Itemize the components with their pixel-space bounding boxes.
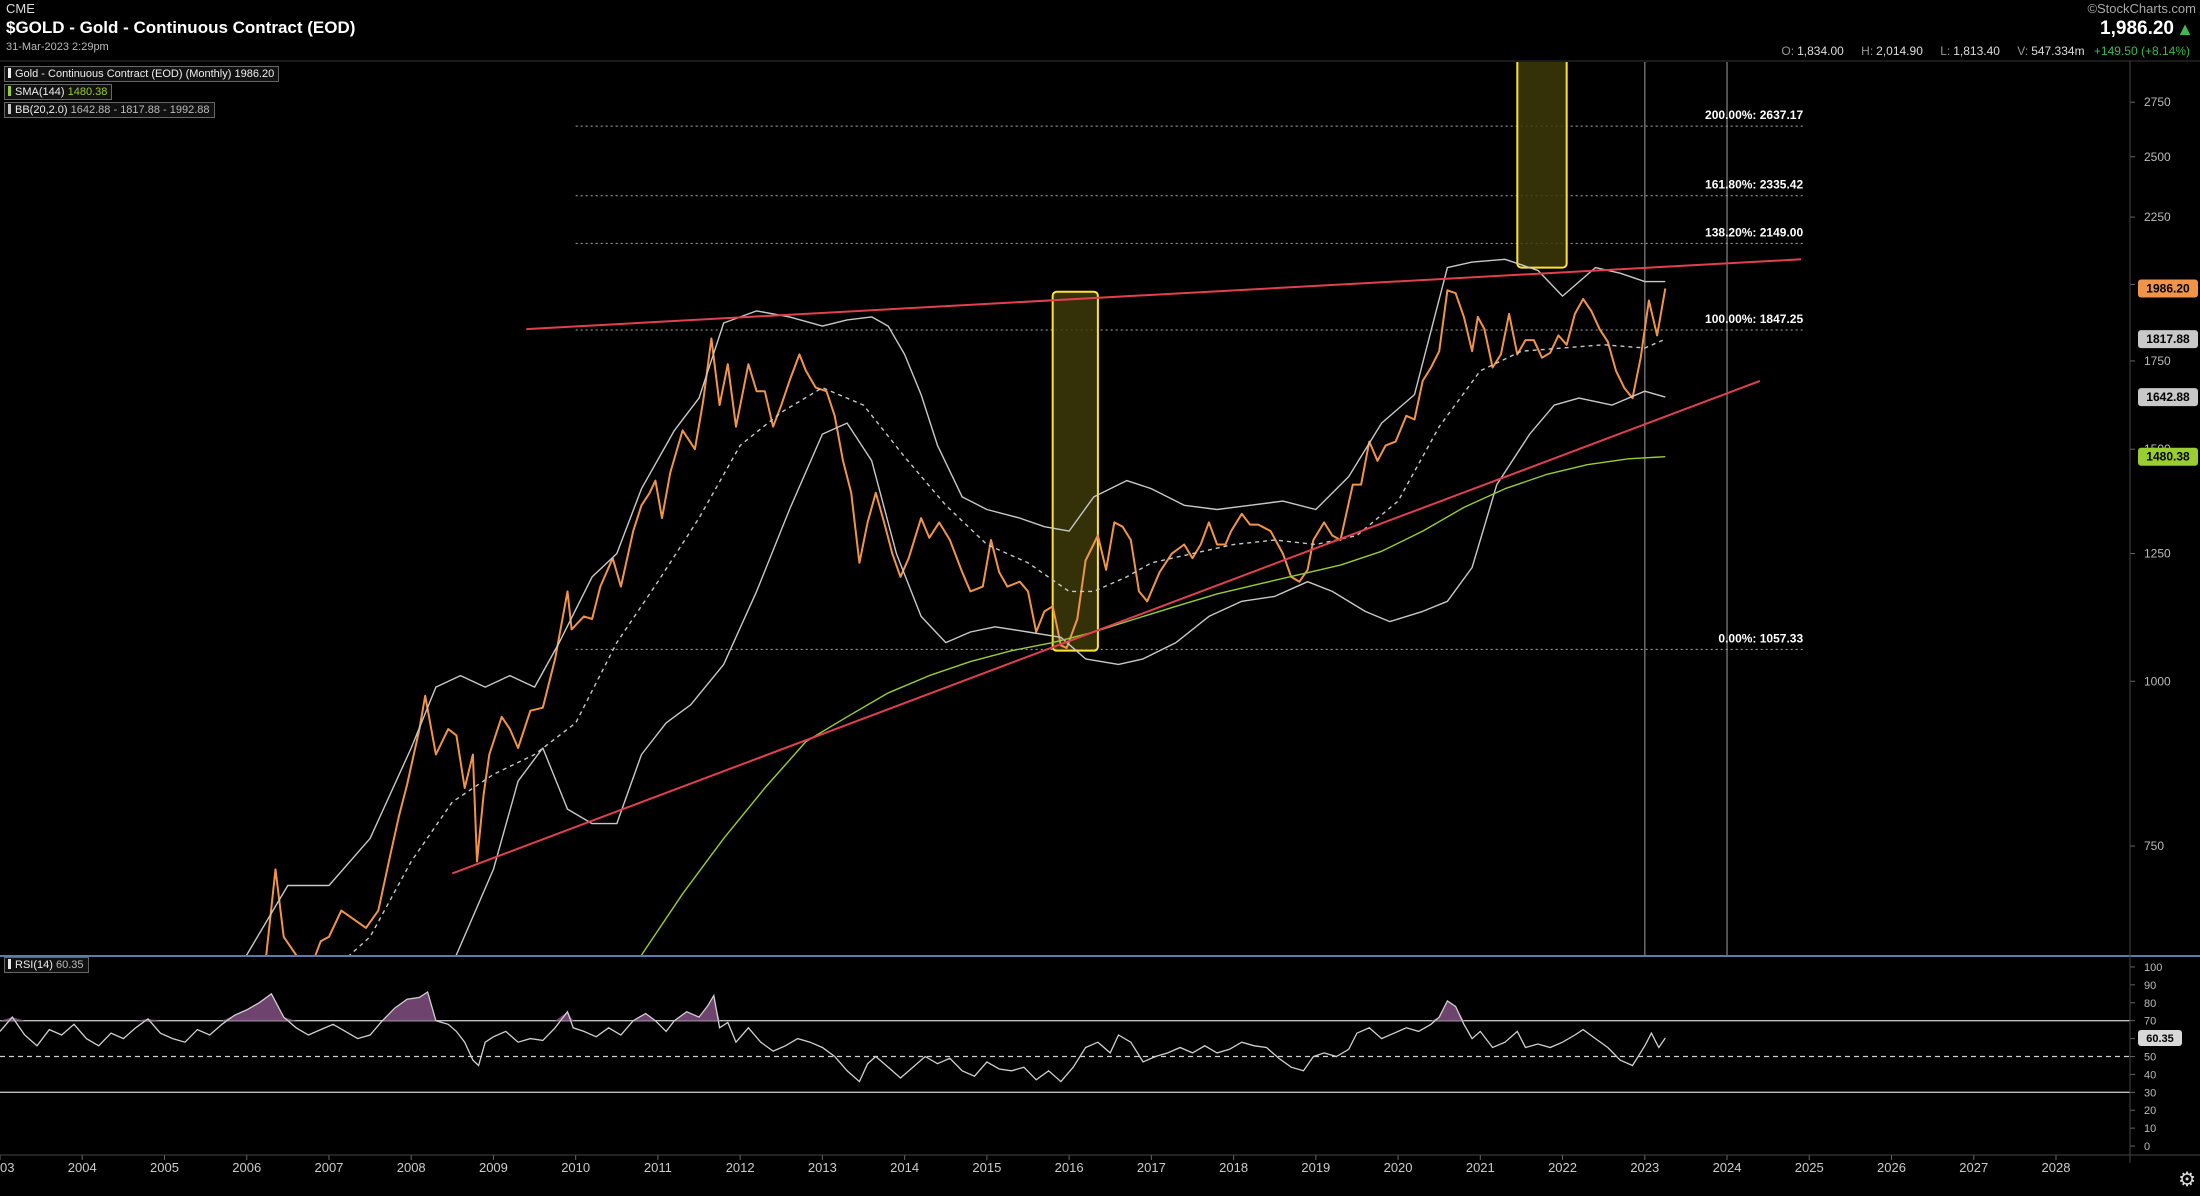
price-label-text-2: 1642.88 (2146, 390, 2190, 404)
stockcharts-watermark[interactable]: ©StockCharts.com (2087, 1, 2196, 16)
year-tick-label-2016: 2016 (1055, 1160, 1084, 1175)
year-tick-label-2011: 2011 (644, 1160, 672, 1175)
legend-sma[interactable]: SMA(144) 1480.38 (4, 84, 113, 100)
fib-label-4: 0.00%: 1057.33 (1718, 631, 1803, 645)
year-tick-label-2012: 2012 (726, 1160, 755, 1175)
legend-rsi[interactable]: RSI(14) 60.35 (4, 957, 89, 973)
year-tick-label-2024: 2024 (1713, 1160, 1742, 1175)
year-tick-label-2023: 2023 (1630, 1160, 1659, 1175)
price-tick-label-8: 2750 (2144, 95, 2171, 109)
price-label-box-2 (2138, 388, 2198, 407)
open-value: 1,834.00 (1797, 44, 1844, 58)
year-tick-label-2009: 2009 (479, 1160, 508, 1175)
rsi-tick-label-9: 90 (2144, 980, 2156, 992)
year-tick-label-2015: 2015 (972, 1160, 1001, 1175)
high-value: 2,014.90 (1876, 44, 1923, 58)
year-tick-label-2028: 2028 (2042, 1160, 2071, 1175)
price-label-text-0: 1986.20 (2146, 281, 2190, 295)
series-bb-20-2-0-upper (245, 258, 1666, 955)
year-tick-label-2004: 2004 (68, 1160, 97, 1175)
fib-label-1: 161.80%: 2335.42 (1705, 178, 1803, 192)
change-value: +149.50 (+8.14%) (2093, 44, 2190, 58)
price-tick-label-2: 1250 (2144, 547, 2171, 561)
price-tick-label-1: 1000 (2144, 674, 2171, 688)
year-tick-label-2008: 2008 (397, 1160, 426, 1175)
price-label-box-3 (2138, 447, 2198, 466)
price-tick-label-7: 2500 (2144, 150, 2171, 164)
rsi-tick-label-1: 10 (2144, 1123, 2156, 1135)
rsi-tick-label-4: 40 (2144, 1069, 2156, 1081)
highlight-box-0 (1051, 290, 1099, 652)
up-arrow-icon: ▲ (2176, 19, 2194, 39)
rsi-panel[interactable] (0, 990, 2130, 1093)
year-tick-label-2027: 2027 (1959, 1160, 1988, 1175)
ohlc-readout: O: 1,834.00 H: 2,014.90 L: 1,813.40 V: 547.3… (1781, 44, 2190, 58)
fib-label-0: 200.00%: 2637.17 (1705, 108, 1803, 122)
rsi-line (0, 990, 1666, 1083)
chart-title: $GOLD - Gold - Continuous Contract (EOD) (6, 18, 356, 37)
low-value: 1,813.40 (1953, 44, 2000, 58)
year-tick-label-2018: 2018 (1219, 1160, 1248, 1175)
year-tick-label-2019: 2019 (1301, 1160, 1330, 1175)
rsi-tick-label-2: 20 (2144, 1105, 2156, 1117)
fib-label-3: 100.00%: 1847.25 (1705, 312, 1803, 326)
price-tick-label-6: 2250 (2144, 210, 2171, 224)
year-tick-label-2006: 2006 (232, 1160, 261, 1175)
date-x-axis: 2003 2004 2005 2006 2007 2008 2009 2010 2011 2012… (0, 1155, 2070, 1175)
trendline-support (451, 379, 1761, 875)
year-tick-label-2020: 2020 (1384, 1160, 1413, 1175)
rsi-last-value-text: 60.35 (2146, 1033, 2174, 1045)
last-price: 1,986.20 (2100, 18, 2174, 39)
year-tick-label-2026: 2026 (1877, 1160, 1906, 1175)
rsi-tick-label-7: 70 (2144, 1016, 2156, 1028)
rsi-y-axis: 010203040506070809010060.35 (2130, 962, 2182, 1153)
price-y-axis: 750100012501500175020002250250027501986.… (2130, 95, 2198, 853)
series-bb-20-2-0-lower (455, 390, 1666, 955)
price-label-box-1 (2138, 330, 2198, 349)
price-label-text-3: 1480.38 (2146, 450, 2190, 464)
year-tick-label-2007: 2007 (314, 1160, 343, 1175)
price-label-box-0 (2138, 279, 2198, 298)
rsi-overbought-fill (0, 992, 1666, 1021)
rsi-last-value-box (2138, 1029, 2182, 1046)
rsi-tick-label-10: 100 (2144, 962, 2162, 974)
year-tick-label-2013: 2013 (808, 1160, 837, 1175)
year-tick-label-2017: 2017 (1137, 1160, 1166, 1175)
year-tick-label-2003: 2003 (0, 1160, 14, 1175)
rsi-tick-label-8: 80 (2144, 998, 2156, 1010)
year-tick-label-2025: 2025 (1795, 1160, 1824, 1175)
year-tick-label-2022: 2022 (1548, 1160, 1577, 1175)
chart-datetime: 31-Mar-2023 2:29pm (6, 41, 109, 53)
year-tick-label-2021: 2021 (1466, 1160, 1495, 1175)
trendline-resistance (526, 258, 1802, 331)
series-sma-144- (640, 456, 1666, 955)
volume-value: 547.334m (2031, 44, 2085, 58)
highlight-box-1 (1516, 62, 1568, 269)
series-gold-continuous-contract-eod-monthly- (265, 288, 1667, 955)
gear-icon[interactable]: ⚙ (2178, 1169, 2196, 1191)
series-bb-20-2-0-middle (348, 338, 1666, 955)
rsi-tick-label-0: 0 (2144, 1141, 2150, 1153)
price-tick-label-4: 1750 (2144, 354, 2171, 368)
price-tick-label-0: 750 (2144, 839, 2164, 853)
fib-label-2: 138.20%: 2149.00 (1705, 225, 1803, 239)
exchange-label: CME (6, 1, 35, 16)
price-label-text-1: 1817.88 (2146, 332, 2190, 346)
year-tick-label-2005: 2005 (150, 1160, 179, 1175)
year-tick-label-2014: 2014 (890, 1160, 919, 1175)
year-tick-label-2010: 2010 (561, 1160, 590, 1175)
rsi-tick-label-3: 30 (2144, 1087, 2156, 1099)
rsi-tick-label-5: 50 (2144, 1052, 2156, 1064)
main-price-panel[interactable]: 200.00%: 2637.17 161.80%: 2335.42 138.20%:… (206, 49, 1806, 1178)
legend-price[interactable]: Gold - Continuous Contract (EOD) (Monthl… (4, 66, 280, 82)
legend-bollinger[interactable]: BB(20,2.0) 1642.88 - 1817.88 - 1992.88 (4, 102, 215, 118)
